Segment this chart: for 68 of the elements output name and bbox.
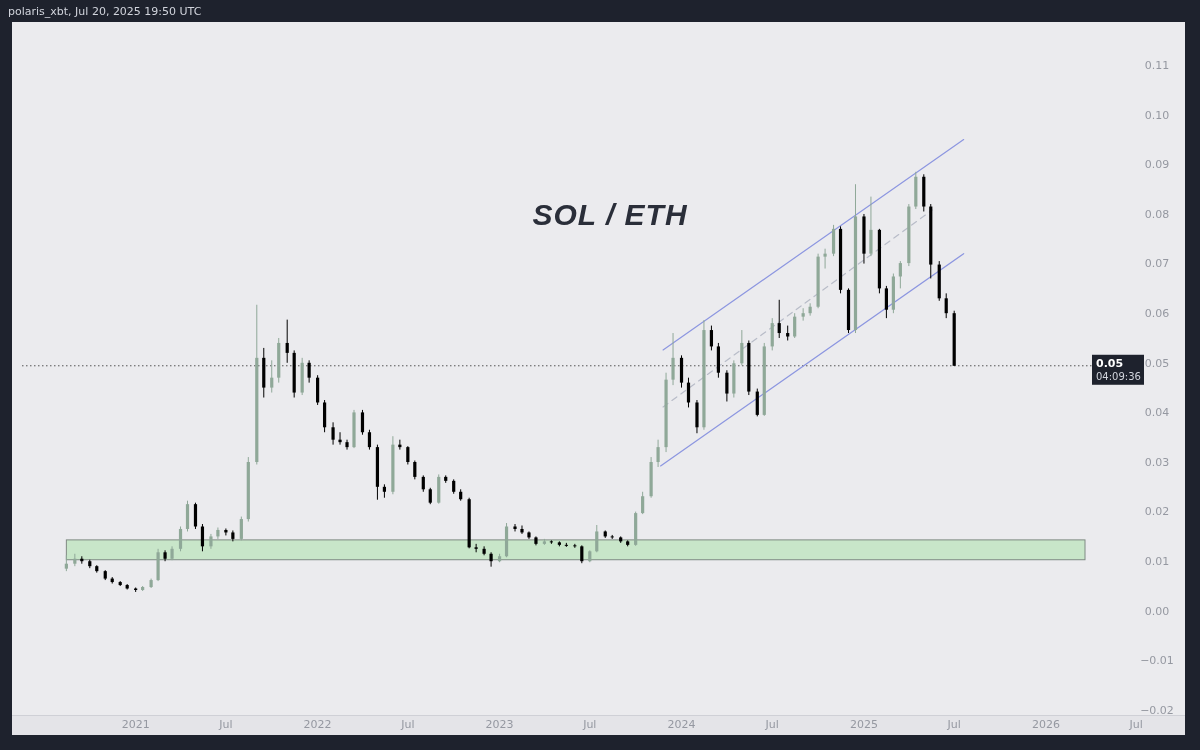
x-tick-label: 2021 [121, 718, 150, 731]
x-tick-label: Jul [218, 718, 233, 731]
candlestick [801, 307, 805, 322]
y-tick-label: −0.01 [1140, 654, 1174, 668]
y-tick-label: 0.01 [1144, 555, 1170, 569]
candlestick [686, 377, 691, 408]
y-tick-label: 0.06 [1144, 307, 1170, 321]
candlestick [770, 317, 774, 351]
y-tick-label: 0.02 [1144, 505, 1170, 519]
ref-line-label: 0.05 [1096, 356, 1124, 370]
y-tick-label: 0.10 [1144, 108, 1170, 122]
candlestick [641, 491, 645, 515]
candlestick [489, 551, 493, 568]
candlestick [513, 523, 517, 532]
y-tick-label: 0.04 [1144, 406, 1170, 420]
candlestick [270, 359, 274, 394]
x-tick-label: Jul [764, 718, 779, 731]
y-tick-label: 0.07 [1144, 257, 1170, 271]
x-tick-label: 2022 [303, 718, 332, 731]
candlestick [725, 369, 729, 402]
candlestick [671, 332, 675, 386]
x-tick-label: 2024 [667, 718, 696, 731]
x-tick-label: 2026 [1031, 718, 1060, 731]
candlestick [178, 526, 183, 552]
candlestick [474, 543, 478, 553]
x-tick-label: Jul [582, 718, 597, 731]
candlestick [777, 299, 781, 339]
annotation: 04:09:36 [1096, 370, 1141, 382]
candlestick [307, 359, 311, 384]
x-tick-label: 2025 [849, 718, 878, 731]
candlestick [740, 329, 744, 366]
y-tick-label: 0.05 [1144, 356, 1170, 370]
text: SOL / ETH [532, 198, 688, 231]
candlestick [193, 502, 198, 530]
y-tick-label: 0.09 [1144, 158, 1170, 172]
candlestick [239, 516, 243, 541]
candlestick [406, 445, 410, 465]
y-tick-label: 0.03 [1144, 455, 1170, 469]
candlestick [345, 439, 349, 451]
candlestick [367, 429, 372, 451]
candlestick [360, 409, 365, 436]
candlestick [338, 431, 342, 446]
y-tick-label: 0.00 [1144, 604, 1170, 618]
candlestick [755, 388, 759, 417]
candlestick [869, 196, 873, 257]
candlestick [285, 319, 289, 364]
y-tick-label: 0.08 [1144, 207, 1170, 221]
candlestick [595, 524, 599, 553]
candlestick [331, 421, 335, 446]
text: polaris_xbt, Jul 20, 2025 19:50 UTC [8, 5, 202, 18]
x-tick-label: 2023 [485, 718, 514, 731]
candlestick [413, 460, 417, 480]
y-tick-label: −0.02 [1140, 703, 1174, 717]
candlestick [549, 539, 554, 545]
x-tick-label: Jul [946, 718, 961, 731]
candlestick [793, 312, 797, 339]
candlestick [898, 260, 902, 289]
x-tick-label: Jul [400, 718, 415, 731]
candlestick [944, 292, 948, 319]
candlestick [709, 325, 714, 351]
candlestick [520, 525, 524, 535]
candlestick [216, 526, 220, 540]
candlestick [656, 439, 660, 468]
candlestick [884, 285, 888, 319]
y-tick-label: 0.11 [1144, 59, 1170, 73]
x-tick-label: Jul [1128, 718, 1143, 731]
candlestick [200, 523, 205, 552]
candlestick [823, 248, 827, 270]
